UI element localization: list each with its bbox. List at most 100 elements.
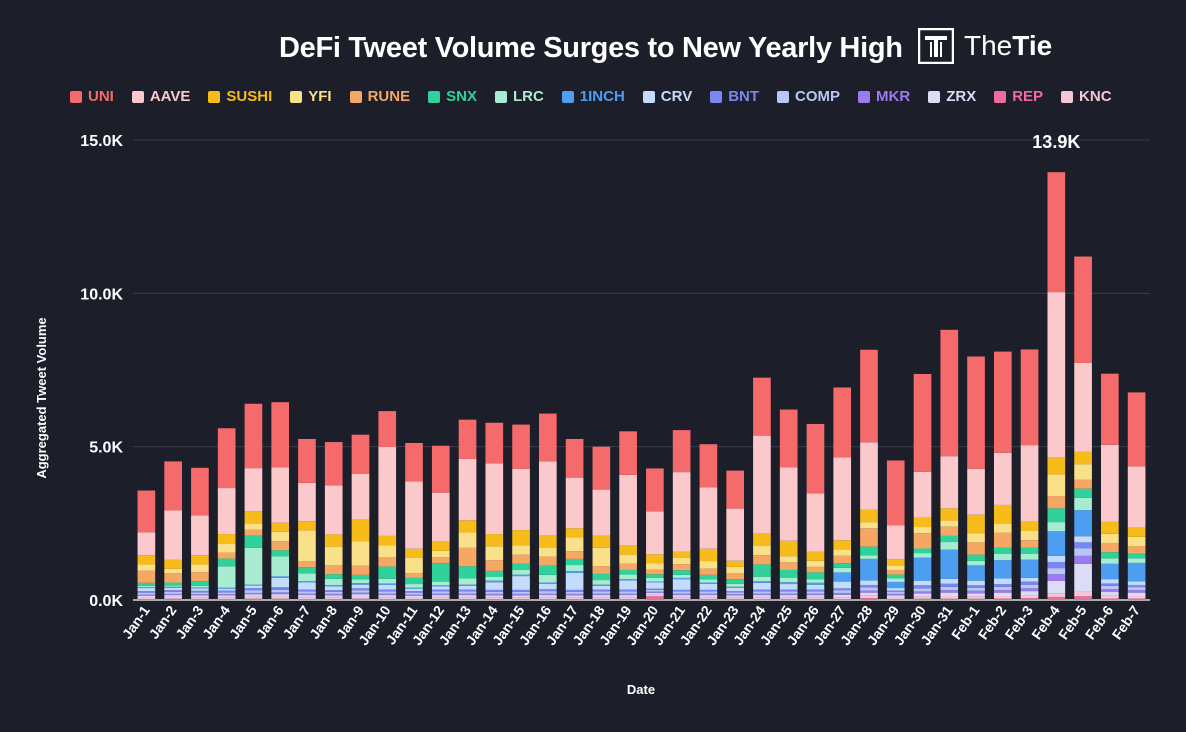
bar-segment-sushi <box>886 559 905 566</box>
bar-segment-comp <box>886 592 905 594</box>
bar-segment-aave <box>164 510 182 560</box>
bar-segment-mkr <box>940 590 959 593</box>
bar-segment-comp <box>592 591 611 594</box>
bar-segment-knc <box>485 597 504 600</box>
legend-item-aave[interactable]: AAVE <box>131 88 190 105</box>
legend-item-lrc[interactable]: LRC <box>494 88 544 105</box>
bar-segment-comp <box>726 592 745 595</box>
bar-segment-lrc <box>1101 558 1119 564</box>
x-tick-label: Jan-1 <box>119 602 153 641</box>
bar-segment-knc <box>405 597 423 600</box>
bar-segment-bnt <box>244 588 263 591</box>
bar-segment-uni <box>672 430 691 473</box>
bar-segment-snx <box>886 574 905 579</box>
bar-segment-lrc <box>324 578 343 585</box>
legend-item-sushi[interactable]: SUSHI <box>208 88 272 105</box>
bar-segment-comp <box>324 591 343 594</box>
legend-item-bnt[interactable]: BNT <box>710 88 759 105</box>
bar-segment-mkr <box>137 594 156 596</box>
bar-segment-yfi <box>191 564 209 573</box>
legend-item-uni[interactable]: UNI <box>70 88 114 105</box>
bar-segment-zrx <box>672 595 691 598</box>
bar-segment-1inch <box>1101 563 1119 580</box>
bar-segment-bnt <box>699 589 718 592</box>
bar-segment-comp <box>913 588 932 592</box>
bar-segment-yfi <box>913 527 932 534</box>
bar-segment-rune <box>458 547 477 567</box>
bar-segment-1inch <box>592 584 611 586</box>
legend-item-zrx[interactable]: ZRX <box>928 88 976 105</box>
legend-item-snx[interactable]: SNX <box>428 88 477 105</box>
bar-segment-mkr <box>512 593 530 596</box>
bar-segment-rep <box>860 598 878 600</box>
bar-segment-rep <box>1101 598 1119 600</box>
bar-segment-crv <box>913 580 932 586</box>
bar-segment-uni <box>191 467 209 516</box>
bar-segment-zrx <box>191 595 209 598</box>
bar-segment-comp <box>458 591 477 594</box>
brand-name: TheTie <box>964 30 1052 62</box>
bar-segment-1inch <box>1020 559 1039 578</box>
bar-segment-bnt <box>431 589 450 592</box>
bar-segment-zrx <box>431 595 450 598</box>
legend-item-crv[interactable]: CRV <box>642 88 692 105</box>
legend-swatch <box>494 90 507 103</box>
bar-segment-snx <box>993 547 1012 554</box>
bar-segment-zrx <box>753 595 771 598</box>
bar-segment-rep <box>833 599 852 600</box>
legend-item-knc[interactable]: KNC <box>1061 88 1112 105</box>
legend-swatch <box>70 90 82 103</box>
bar-segment-crv <box>538 583 557 590</box>
bar-segment-snx <box>512 563 530 570</box>
bar-segment-zrx <box>164 595 182 597</box>
legend-item-1inch[interactable]: 1INCH <box>561 88 625 105</box>
bar-segment-knc <box>378 597 397 600</box>
bar-segment-uni <box>271 402 290 468</box>
bar-segment-sushi <box>753 533 771 547</box>
bar-segment-knc <box>619 597 637 600</box>
bar-segment-uni <box>458 419 477 459</box>
bar-segment-crv <box>726 587 745 592</box>
bar-segment-bnt <box>672 589 691 592</box>
bar-segment-1inch <box>993 560 1012 579</box>
bar-segment-aave <box>967 468 985 515</box>
bar-segment-zrx <box>699 595 718 598</box>
bar-segment-sushi <box>646 554 664 564</box>
bar-segment-comp <box>1020 584 1039 589</box>
bar-segment-yfi <box>1047 474 1066 497</box>
bar-segment-sushi <box>699 548 718 562</box>
bar-segment-snx <box>1101 552 1119 559</box>
legend-item-yfi[interactable]: YFI <box>290 88 332 105</box>
legend-item-comp[interactable]: COMP <box>777 88 840 105</box>
bar-segment-snx <box>967 554 985 561</box>
bar-segment-aave <box>726 508 745 561</box>
bar-segment-1inch <box>699 582 718 584</box>
bar-segment-zrx <box>538 595 557 598</box>
bar-segment-crv <box>431 586 450 590</box>
bar-segment-mkr <box>1074 555 1092 564</box>
bar-segment-rep <box>592 599 611 600</box>
bar-segment-uni <box>405 442 423 482</box>
bar-segment-1inch <box>351 583 370 585</box>
legend-item-rep[interactable]: REP <box>994 88 1043 105</box>
bar-segment-sushi <box>1074 451 1092 465</box>
bar-segment-aave <box>833 457 852 541</box>
bar-segment-rep <box>886 599 905 600</box>
x-tick-label: Jan-4 <box>199 602 233 641</box>
bar-segment-mkr <box>351 592 370 595</box>
bar-segment-snx <box>1127 553 1146 559</box>
bar-segment-rep <box>726 599 745 600</box>
legend-swatch <box>928 90 941 103</box>
bar-segment-lrc <box>431 581 450 586</box>
bar-segment-yfi <box>217 543 236 553</box>
bar-segment-sushi <box>833 540 852 550</box>
bar-segment-1inch <box>217 587 236 589</box>
bar-segment-crv <box>779 584 798 590</box>
bar-segment-sushi <box>940 508 959 521</box>
bar-segment-comp <box>271 589 290 593</box>
bar-segment-knc <box>458 597 477 600</box>
legend-item-rune[interactable]: RUNE <box>349 88 410 105</box>
bar-segment-crv <box>244 585 263 589</box>
x-tick-label: Jan-3 <box>172 602 206 641</box>
legend-item-mkr[interactable]: MKR <box>858 88 910 105</box>
